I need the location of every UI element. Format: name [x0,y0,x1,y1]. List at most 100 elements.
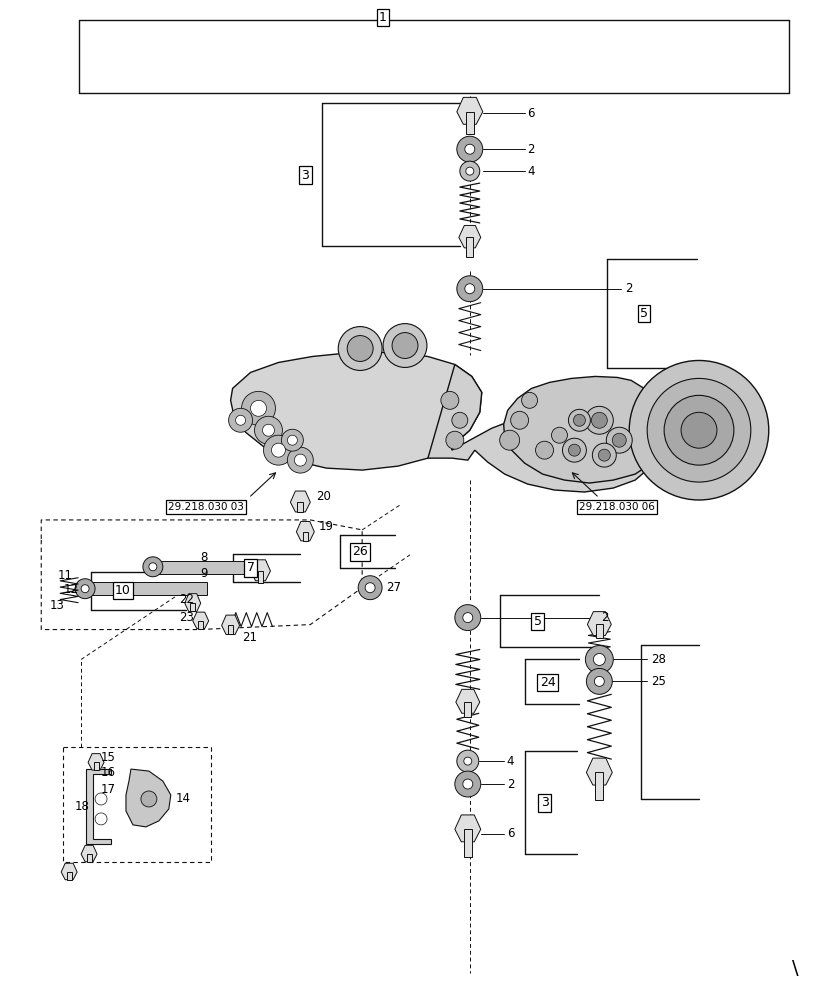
Circle shape [465,144,475,154]
Circle shape [457,750,479,772]
Text: 28: 28 [651,653,666,666]
Text: 7: 7 [246,561,255,574]
Text: 25: 25 [651,675,666,688]
Circle shape [457,276,483,302]
Text: 4: 4 [507,755,514,768]
Polygon shape [81,845,97,862]
Circle shape [295,454,306,466]
Circle shape [647,378,751,482]
Bar [466,237,473,257]
Circle shape [598,449,610,461]
Circle shape [585,646,614,673]
Circle shape [255,416,282,444]
Circle shape [149,563,157,571]
Bar [79,582,206,595]
Text: 13: 13 [49,599,64,612]
Circle shape [569,444,580,456]
Circle shape [282,429,304,451]
Text: 15: 15 [101,751,116,764]
Circle shape [681,412,717,448]
Circle shape [562,438,587,462]
Circle shape [95,793,107,805]
Circle shape [272,443,286,457]
Text: 11: 11 [57,569,72,582]
Bar [466,112,474,134]
Text: 24: 24 [539,676,556,689]
Polygon shape [86,769,111,844]
Circle shape [574,414,585,426]
Bar [596,624,603,638]
Circle shape [455,771,481,797]
Circle shape [594,676,605,686]
Bar [596,772,603,800]
Text: 9: 9 [201,567,208,580]
Circle shape [228,408,252,432]
Circle shape [143,557,163,577]
Circle shape [441,391,459,409]
Circle shape [446,431,463,449]
Text: 3: 3 [540,796,548,809]
Polygon shape [457,97,483,124]
Circle shape [347,336,373,361]
Circle shape [593,653,605,665]
Polygon shape [456,689,480,713]
Bar [67,872,72,880]
Text: 8: 8 [201,551,208,564]
Bar [149,561,267,574]
Circle shape [465,284,475,294]
Text: 6: 6 [528,107,535,120]
Bar [94,762,99,770]
Circle shape [95,813,107,825]
Polygon shape [428,364,653,492]
Text: 14: 14 [175,792,191,805]
Circle shape [463,779,472,789]
Text: 17: 17 [101,783,116,796]
Polygon shape [588,612,611,636]
Bar [303,532,308,541]
Circle shape [251,400,267,416]
Bar [258,571,264,583]
Polygon shape [231,353,481,470]
Bar [86,854,91,862]
Circle shape [457,136,483,162]
Polygon shape [503,376,667,483]
Circle shape [466,167,474,175]
Text: 16: 16 [101,766,116,779]
Bar [464,702,472,717]
Circle shape [263,424,274,436]
Polygon shape [296,521,314,541]
Text: 5: 5 [641,307,648,320]
Circle shape [287,447,313,473]
Text: 23: 23 [179,611,193,624]
Text: 29.218.030 06: 29.218.030 06 [579,502,655,512]
Circle shape [592,443,616,467]
Text: 22: 22 [179,593,193,606]
Text: 21: 21 [242,631,258,644]
Circle shape [141,791,157,807]
Polygon shape [222,615,240,635]
Text: 27: 27 [386,581,401,594]
Circle shape [612,433,626,447]
Text: 6: 6 [507,827,514,840]
Circle shape [242,391,276,425]
Polygon shape [88,754,104,770]
Circle shape [365,583,375,593]
Bar [198,621,203,629]
Text: 20: 20 [317,490,331,503]
Circle shape [287,435,297,445]
Circle shape [629,360,769,500]
Circle shape [552,427,567,443]
Circle shape [587,668,612,694]
Text: 18: 18 [75,800,90,813]
Polygon shape [61,863,78,880]
Bar [228,625,233,634]
Circle shape [460,161,480,181]
Polygon shape [251,560,270,581]
Circle shape [392,333,418,358]
Polygon shape [126,769,171,827]
Circle shape [81,585,89,593]
Circle shape [358,576,382,600]
Text: 2: 2 [601,611,609,624]
Text: 26: 26 [353,545,368,558]
Circle shape [521,392,538,408]
